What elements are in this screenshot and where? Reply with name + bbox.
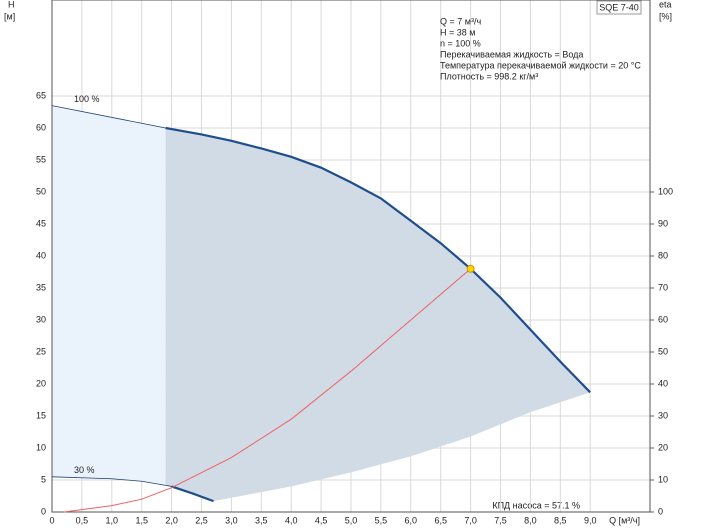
x-tick-label: 9,0 [584, 515, 597, 525]
y-tick-label: 45 [36, 218, 46, 228]
x-tick-label: 5,0 [345, 515, 358, 525]
y2-tick-label: 40 [658, 378, 668, 388]
y2-tick-label: 0 [658, 506, 663, 516]
y-tick-label: 30 [36, 314, 46, 324]
x-tick-label: 5,5 [375, 515, 388, 525]
info-line: Температура перекачиваемой жидкости = 20… [440, 60, 641, 70]
y-tick-label: 0 [41, 506, 46, 516]
curve [165, 126, 591, 394]
y2-label: eta [659, 0, 672, 9]
y2-unit: [%] [659, 11, 672, 21]
x-tick-label: 3,0 [225, 515, 238, 525]
y-label: H [8, 0, 15, 9]
curve [51, 105, 166, 129]
x-tick-label: 3,5 [255, 515, 268, 525]
x-tick-label: 0,5 [76, 515, 89, 525]
x-tick-label: 2,0 [165, 515, 178, 525]
y2-tick-label: 30 [658, 410, 668, 420]
y-tick-label: 25 [36, 346, 46, 356]
y-tick-label: 10 [36, 442, 46, 452]
x-tick-label: 8,5 [554, 515, 567, 525]
title-box [596, 0, 642, 15]
y2-tick-label: 20 [658, 442, 668, 452]
info-line: n = 100 % [440, 38, 481, 48]
x-tick-label: 0 [49, 515, 54, 525]
info-line: H = 38 м [440, 27, 475, 37]
y2-tick-label: 100 [658, 186, 673, 196]
y-tick-label: 35 [36, 282, 46, 292]
y-tick-label: 15 [36, 410, 46, 420]
y-tick-label: 55 [36, 154, 46, 164]
y-tick-label: 5 [41, 474, 46, 484]
operating-area [165, 128, 591, 502]
y2-tick-label: 60 [658, 314, 668, 324]
y2-tick-label: 90 [658, 218, 668, 228]
info-line: Плотность = 998.2 кг/м³ [440, 71, 538, 81]
info-line: Q = 7 м³/ч [440, 16, 481, 26]
x-tick-label: 6,0 [405, 515, 418, 525]
x-tick-label: 1,0 [106, 515, 119, 525]
curve-label: 30 % [74, 465, 95, 475]
y-tick-label: 60 [36, 122, 46, 132]
x-tick-label: 1,5 [135, 515, 148, 525]
x-tick-label: 8,0 [524, 515, 537, 525]
x-tick-label: 4,5 [315, 515, 328, 525]
curve [51, 476, 172, 487]
y-tick-label: 20 [36, 378, 46, 388]
operating-point [466, 264, 475, 273]
y2-tick-label: 50 [658, 346, 668, 356]
x-tick-label: 6,5 [434, 515, 447, 525]
y2-tick-label: 10 [658, 474, 668, 484]
y-tick-label: 65 [36, 90, 46, 100]
x-tick-label: 7,5 [494, 515, 507, 525]
y2-tick-label: 80 [658, 250, 668, 260]
x-tick-label: 4,0 [285, 515, 298, 525]
efficiency-note: КПД насоса = 57.1 % [492, 500, 580, 510]
x-tick-label: 7,0 [464, 515, 477, 525]
curve [63, 268, 471, 513]
y-tick-label: 40 [36, 250, 46, 260]
y-tick-label: 50 [36, 186, 46, 196]
curve-label: 100 % [74, 94, 100, 104]
curve [171, 485, 214, 503]
y-unit: [м] [4, 11, 15, 21]
x-tick-label: 2,5 [195, 515, 208, 525]
info-line: Перекачиваемая жидкость = Вода [440, 49, 583, 59]
y2-tick-label: 70 [658, 282, 668, 292]
operating-area [52, 105, 166, 486]
plot-frame [51, 0, 651, 513]
x-label: Q [м³/ч] [609, 515, 640, 525]
chart-title: SQE 7-40 [599, 2, 639, 12]
